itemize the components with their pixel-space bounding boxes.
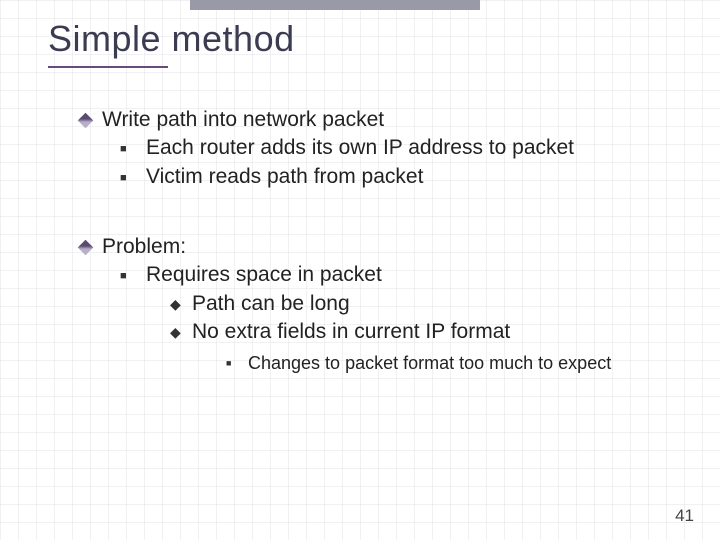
square-icon: ■ bbox=[120, 134, 146, 157]
bullet-block: Problem: ■ Requires space in packet ◆ Pa… bbox=[48, 233, 680, 376]
slide: Simple method Write path into network pa… bbox=[0, 0, 720, 540]
page-number: 41 bbox=[675, 506, 694, 526]
bullet-level-2: ■ Victim reads path from packet bbox=[120, 163, 680, 191]
diamond-icon bbox=[80, 106, 102, 134]
square-icon: ■ bbox=[120, 163, 146, 186]
bullet-text: Each router adds its own IP address to p… bbox=[146, 134, 574, 162]
diamond-icon bbox=[80, 233, 102, 261]
bullet-level-1: Problem: bbox=[80, 233, 680, 261]
bullet-text: Changes to packet format too much to exp… bbox=[248, 350, 611, 376]
bullet-level-2: ■ Each router adds its own IP address to… bbox=[120, 134, 680, 162]
slide-title: Simple method bbox=[48, 18, 680, 60]
bullet-text: Write path into network packet bbox=[102, 106, 384, 134]
triangle-icon: ◆ bbox=[170, 318, 192, 342]
bullet-text: Problem: bbox=[102, 233, 186, 261]
bullet-level-2: ■ Requires space in packet bbox=[120, 261, 680, 289]
bullet-block: Write path into network packet ■ Each ro… bbox=[48, 106, 680, 191]
triangle-icon: ◆ bbox=[170, 290, 192, 314]
bullet-text: No extra fields in current IP format bbox=[192, 318, 510, 346]
bullet-text: Path can be long bbox=[192, 290, 350, 318]
square-icon: ■ bbox=[120, 261, 146, 284]
bullet-text: Victim reads path from packet bbox=[146, 163, 423, 191]
title-underline bbox=[48, 66, 168, 68]
bullet-level-3: ◆ Path can be long bbox=[170, 290, 680, 318]
bullet-text: Requires space in packet bbox=[146, 261, 382, 289]
square-icon: ■ bbox=[226, 350, 248, 370]
bullet-level-4: ■ Changes to packet format too much to e… bbox=[226, 350, 680, 376]
bullet-level-3: ◆ No extra fields in current IP format bbox=[170, 318, 680, 346]
bullet-level-1: Write path into network packet bbox=[80, 106, 680, 134]
